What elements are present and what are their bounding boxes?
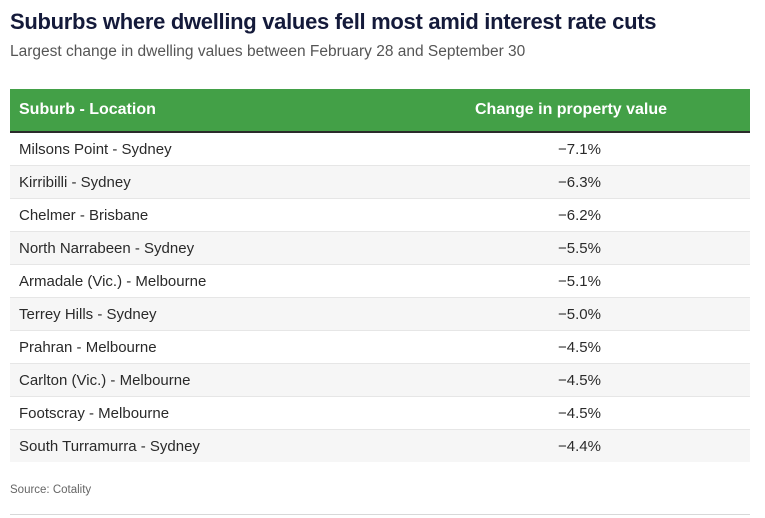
table-row: Footscray - Melbourne −4.5% (10, 396, 750, 430)
suburb-cell: Kirribilli - Sydney (10, 165, 458, 199)
suburb-cell: Prahran - Melbourne (10, 330, 458, 364)
change-value-cell: −6.2% (458, 198, 750, 232)
suburb-cell: Chelmer - Brisbane (10, 198, 458, 232)
suburb-cell: Terrey Hills - Sydney (10, 297, 458, 331)
suburb-cell: Milsons Point - Sydney (10, 132, 458, 166)
table-row: North Narrabeen - Sydney −5.5% (10, 231, 750, 265)
table-row: Chelmer - Brisbane −6.2% (10, 198, 750, 232)
change-value-cell: −6.3% (458, 165, 750, 199)
table-row: Carlton (Vic.) - Melbourne −4.5% (10, 363, 750, 397)
chart-subtitle: Largest change in dwelling values betwee… (10, 43, 526, 60)
table-body: Milsons Point - Sydney −7.1% Kirribilli - … (10, 132, 750, 462)
table-row: Milsons Point - Sydney −7.1% (10, 132, 750, 166)
change-value-cell: −7.1% (458, 132, 750, 166)
source-note: Source: Cotality (10, 484, 92, 496)
change-value-cell: −4.5% (458, 363, 750, 397)
column-header-change[interactable]: Change in property value (458, 89, 750, 133)
table-row: Kirribilli - Sydney −6.3% (10, 165, 750, 199)
column-header-suburb[interactable]: Suburb - Location (10, 89, 458, 133)
change-value-cell: −4.5% (458, 396, 750, 430)
table-row: Terrey Hills - Sydney −5.0% (10, 297, 750, 331)
suburb-cell: Armadale (Vic.) - Melbourne (10, 264, 458, 298)
footer-divider (10, 514, 750, 515)
change-value-cell: −4.4% (458, 429, 750, 462)
header-row: Suburb - Location Change in property val… (10, 89, 750, 133)
change-value-cell: −5.1% (458, 264, 750, 298)
suburb-cell: Footscray - Melbourne (10, 396, 458, 430)
table-row: South Turramurra - Sydney −4.4% (10, 429, 750, 462)
suburb-cell: North Narrabeen - Sydney (10, 231, 458, 265)
chart-title: Suburbs where dwelling values fell most … (10, 9, 657, 34)
change-value-cell: −4.5% (458, 330, 750, 364)
data-table: Suburb - Location Change in property val… (10, 89, 750, 462)
table-header: Suburb - Location Change in property val… (10, 89, 750, 133)
change-value-cell: −5.5% (458, 231, 750, 265)
suburb-cell: South Turramurra - Sydney (10, 429, 458, 462)
table-row: Armadale (Vic.) - Melbourne −5.1% (10, 264, 750, 298)
change-value-cell: −5.0% (458, 297, 750, 331)
table-row: Prahran - Melbourne −4.5% (10, 330, 750, 364)
suburb-cell: Carlton (Vic.) - Melbourne (10, 363, 458, 397)
